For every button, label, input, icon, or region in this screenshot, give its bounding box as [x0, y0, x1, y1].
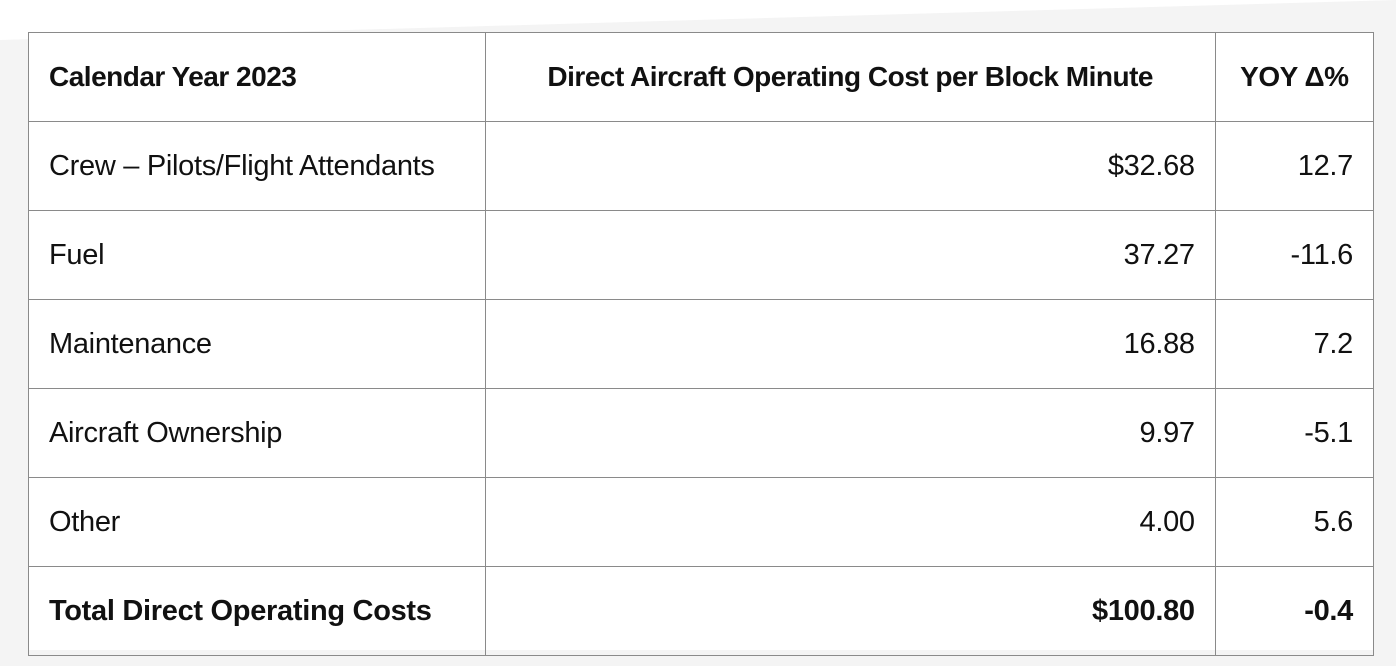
table-row: Other 4.00 5.6 [28, 477, 1375, 567]
row-cost: $32.68 [484, 121, 1216, 211]
row-cost: 4.00 [484, 477, 1216, 567]
header-cost-per-block-minute: Direct Aircraft Operating Cost per Block… [484, 32, 1216, 122]
total-row: Total Direct Operating Costs $100.80 -0.… [28, 566, 1375, 656]
header-yoy-change: YOY Δ% [1214, 32, 1375, 122]
table-header-row: Calendar Year 2023 Direct Aircraft Opera… [28, 32, 1375, 122]
row-yoy: 12.7 [1214, 121, 1375, 211]
total-cost: $100.80 [484, 566, 1216, 656]
row-yoy: 7.2 [1214, 299, 1375, 389]
row-category: Aircraft Ownership [28, 388, 486, 478]
cost-table: Calendar Year 2023 Direct Aircraft Opera… [28, 32, 1375, 656]
row-cost: 16.88 [484, 299, 1216, 389]
total-category: Total Direct Operating Costs [28, 566, 486, 656]
row-yoy: -5.1 [1214, 388, 1375, 478]
header-calendar-year: Calendar Year 2023 [28, 32, 486, 122]
row-category: Maintenance [28, 299, 486, 389]
table-row: Fuel 37.27 -11.6 [28, 210, 1375, 300]
row-cost: 37.27 [484, 210, 1216, 300]
row-yoy: -11.6 [1214, 210, 1375, 300]
row-yoy: 5.6 [1214, 477, 1375, 567]
cost-table-container: Calendar Year 2023 Direct Aircraft Opera… [28, 32, 1375, 656]
table-row: Maintenance 16.88 7.2 [28, 299, 1375, 389]
total-yoy: -0.4 [1214, 566, 1375, 656]
row-category: Other [28, 477, 486, 567]
row-category: Fuel [28, 210, 486, 300]
table-row: Aircraft Ownership 9.97 -5.1 [28, 388, 1375, 478]
table-row: Crew – Pilots/Flight Attendants $32.68 1… [28, 121, 1375, 211]
row-cost: 9.97 [484, 388, 1216, 478]
row-category: Crew – Pilots/Flight Attendants [28, 121, 486, 211]
